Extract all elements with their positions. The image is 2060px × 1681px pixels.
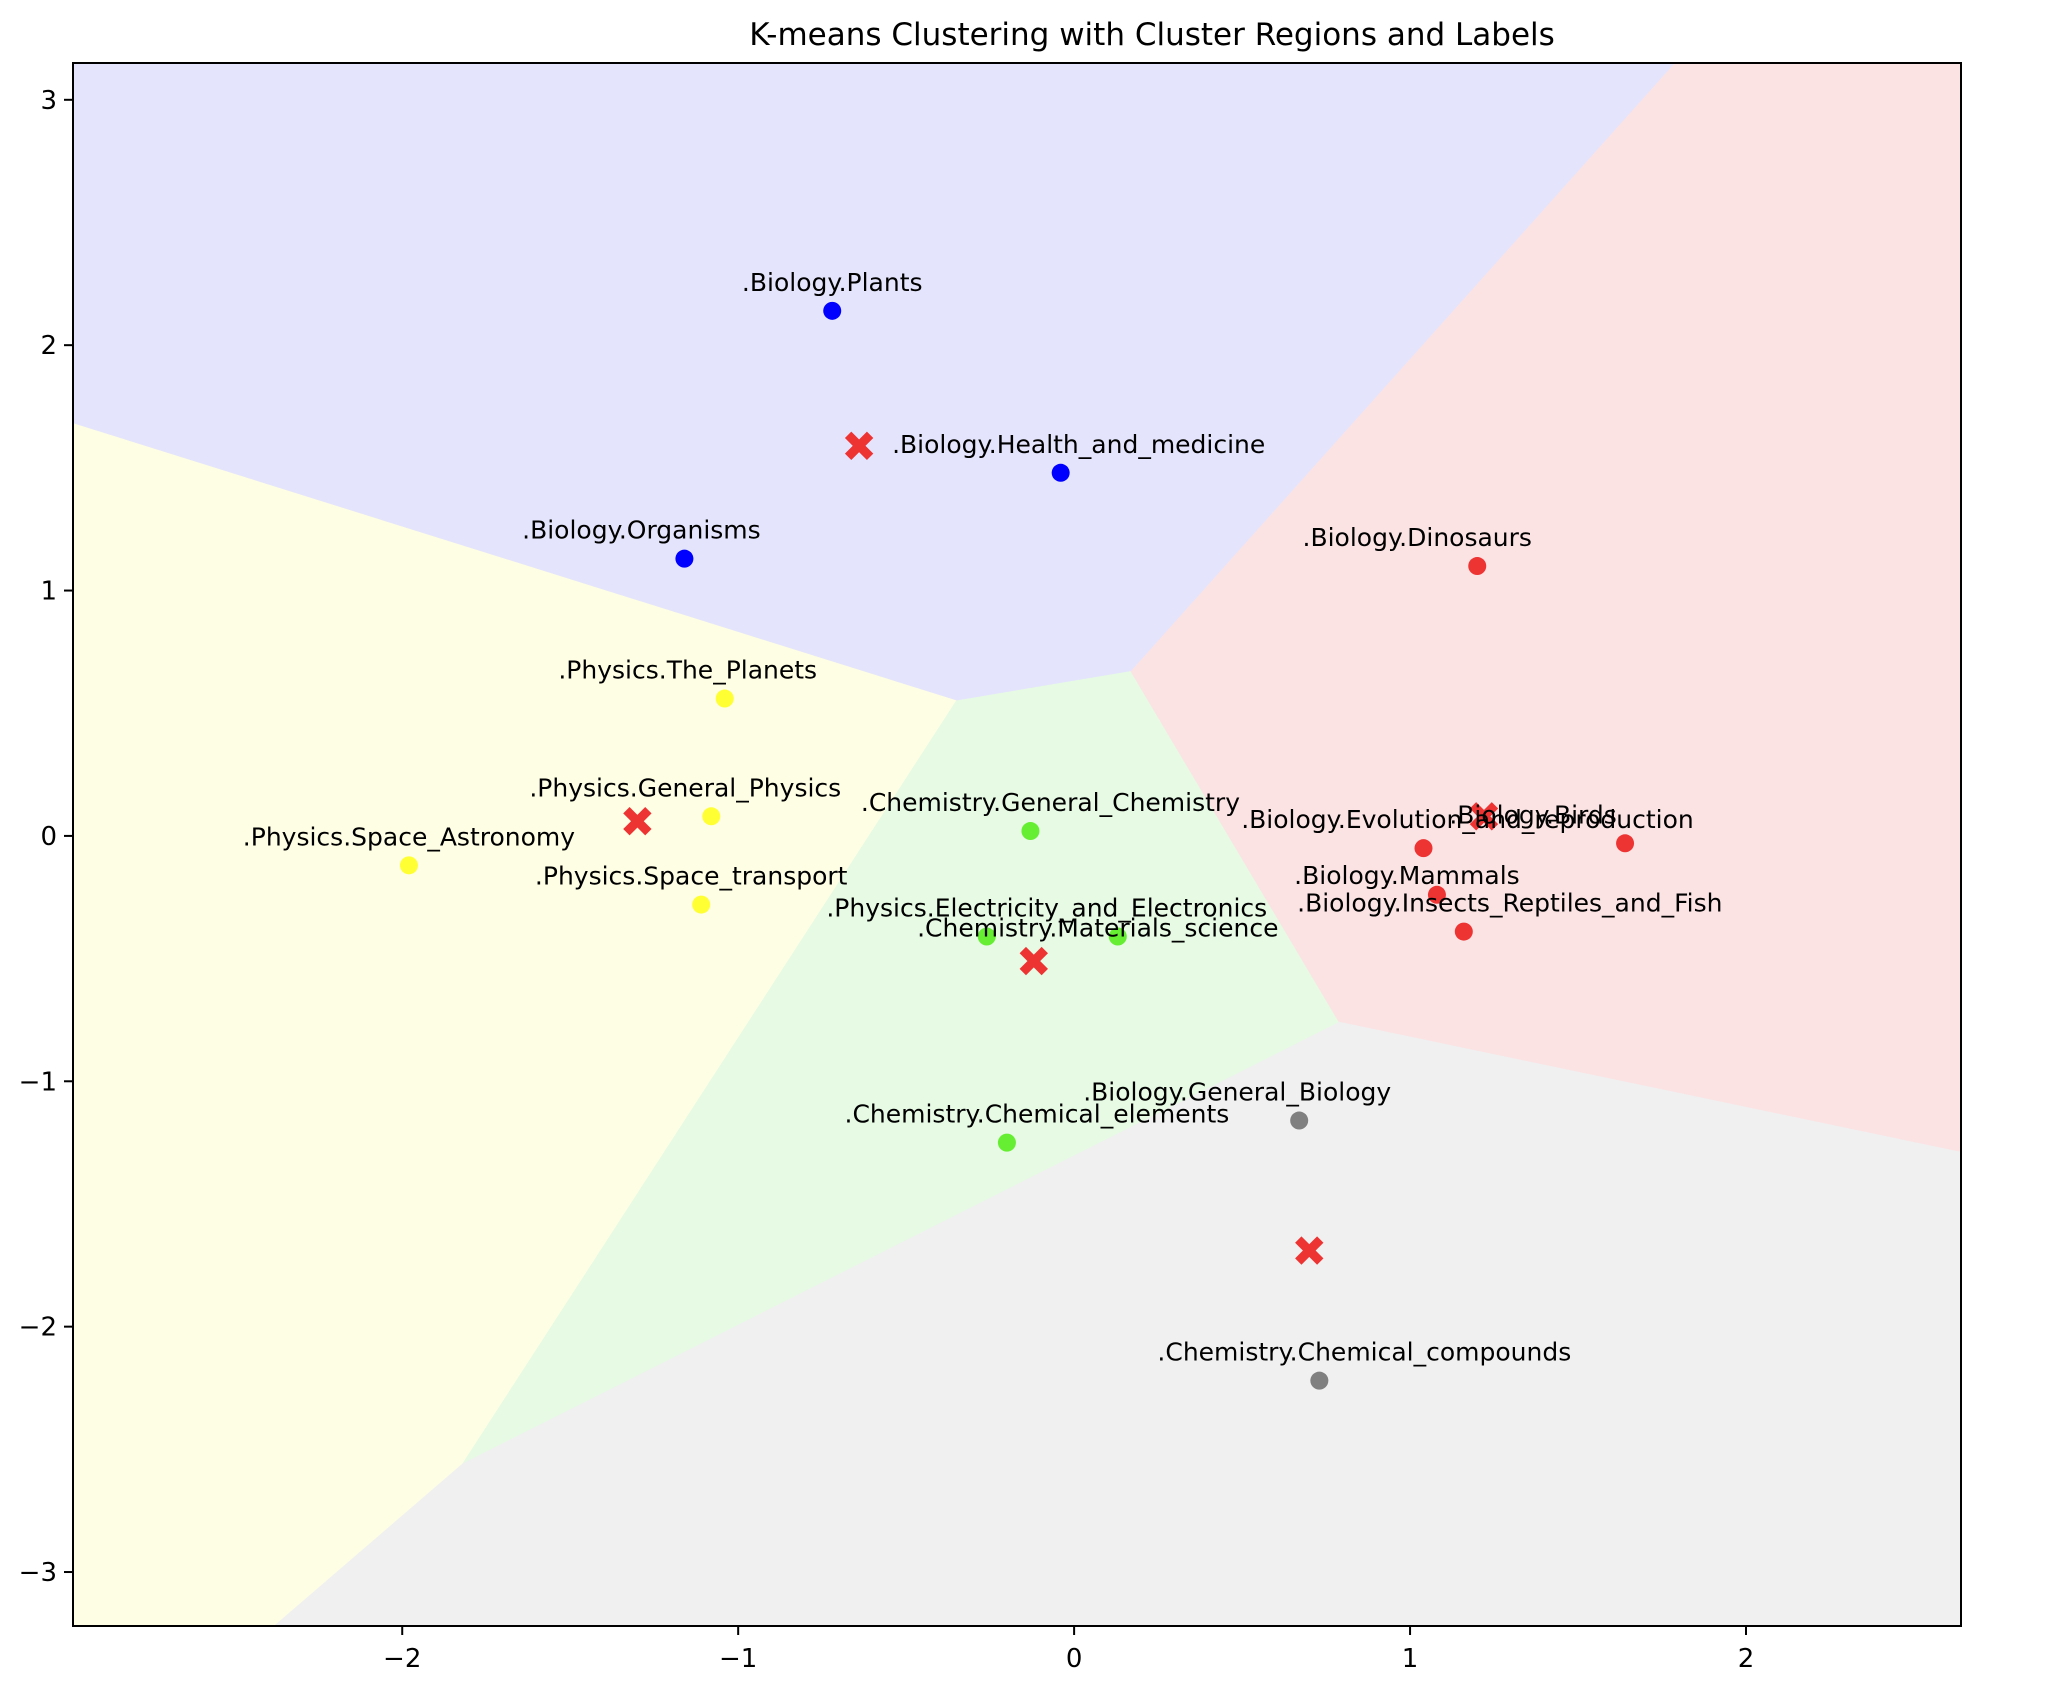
point-biology-mammals: [1427, 885, 1446, 904]
cluster-regions: [72, 62, 1962, 1627]
point-label-biology-birds: .Biology.Birds: [1449, 800, 1616, 829]
point-label-biology-mammals: .Biology.Mammals: [1294, 861, 1520, 890]
point-label-physics-space-astronomy: .Physics.Space_Astronomy: [243, 822, 575, 851]
data-points: [399, 301, 1635, 1390]
x-tick-label: 2: [1738, 1644, 1755, 1674]
centroid-marker-1: [844, 431, 874, 460]
point-labels: .Biology.Plants .Biology.Health_and_medic…: [243, 268, 1723, 1367]
y-tick-label: −2: [19, 1313, 57, 1343]
centroid-marker-4: [1469, 802, 1499, 831]
centroid-marker-2: [623, 807, 652, 836]
x-axis: −2 −1 0 1 2: [383, 1626, 1754, 1674]
point-label-chemistry-chemical-elements: .Chemistry.Chemical_elements: [845, 1100, 1230, 1129]
x-tick-label: 0: [1066, 1644, 1083, 1674]
point-label-chemistry-chemical-compounds: .Chemistry.Chemical_compounds: [1157, 1338, 1571, 1367]
point-physics-space-astronomy: [399, 856, 418, 875]
y-tick-label: −1: [19, 1067, 57, 1097]
point-biology-evolution-and-reproduction: [1414, 839, 1433, 858]
point-label-physics-general-physics: .Physics.General_Physics: [529, 773, 841, 802]
point-label-biology-health-and-medicine: .Biology.Health_and_medicine: [892, 430, 1265, 459]
point-biology-organisms: [675, 549, 694, 568]
point-biology-health-and-medicine: [1051, 463, 1070, 482]
point-physics-space-transport: [692, 895, 711, 914]
point-physics-electricity-and-electronics: [977, 927, 996, 946]
point-label-physics-the-planets: .Physics.The_Planets: [558, 656, 817, 685]
point-biology-birds: [1616, 834, 1635, 853]
point-label-chemistry-materials-science: .Chemistry.Materials_science: [917, 914, 1278, 943]
x-tick-label: −2: [383, 1644, 421, 1674]
y-tick-label: −3: [19, 1558, 57, 1588]
y-tick-label: 3: [40, 86, 57, 116]
centroid-marker-3: [1019, 946, 1048, 976]
point-physics-general-physics: [702, 807, 721, 826]
x-tick-label: −1: [719, 1644, 757, 1674]
point-chemistry-materials-science: [1108, 927, 1127, 946]
y-tick-label: 2: [40, 331, 57, 361]
plot-frame: [72, 62, 1962, 1627]
point-chemistry-chemical-compounds: [1310, 1371, 1329, 1390]
point-chemistry-general-chemistry: [1021, 822, 1040, 841]
point-label-biology-organisms: .Biology.Organisms: [522, 516, 761, 545]
point-label-chemistry-general-chemistry: .Chemistry.General_Chemistry: [861, 788, 1240, 817]
y-tick-label: 0: [40, 822, 57, 852]
point-label-physics-electricity-and-electronics: .Physics.Electricity_and_Electronics: [826, 894, 1267, 923]
point-label-biology-general-biology: .Biology.General_Biology: [1083, 1078, 1391, 1107]
centroid-marker-5: [1295, 1236, 1324, 1265]
point-biology-dinosaurs: [1468, 557, 1487, 576]
point-biology-plants: [823, 301, 842, 320]
x-tick-label: 1: [1402, 1644, 1419, 1674]
chart-title: K-means Clustering with Cluster Regions …: [749, 17, 1555, 53]
point-label-biology-evolution-and-reproduction: .Biology.Evolution_and_reproduction: [1241, 805, 1694, 834]
point-label-physics-space-transport: .Physics.Space_transport: [535, 862, 848, 891]
point-chemistry-chemical-elements: [997, 1133, 1016, 1152]
y-axis: −3 −2 −1 0 1 2 3: [19, 86, 73, 1588]
point-biology-insects-reptiles-and-fish: [1454, 922, 1473, 941]
point-label-biology-insects-reptiles-and-fish: .Biology.Insects_Reptiles_and_Fish: [1297, 889, 1722, 918]
y-tick-label: 1: [40, 577, 57, 607]
point-label-biology-dinosaurs: .Biology.Dinosaurs: [1303, 523, 1532, 552]
point-physics-the-planets: [715, 689, 734, 708]
cluster-centroids: [623, 431, 1499, 1265]
point-label-biology-plants: .Biology.Plants: [742, 268, 923, 297]
point-biology-general-biology: [1290, 1111, 1309, 1130]
